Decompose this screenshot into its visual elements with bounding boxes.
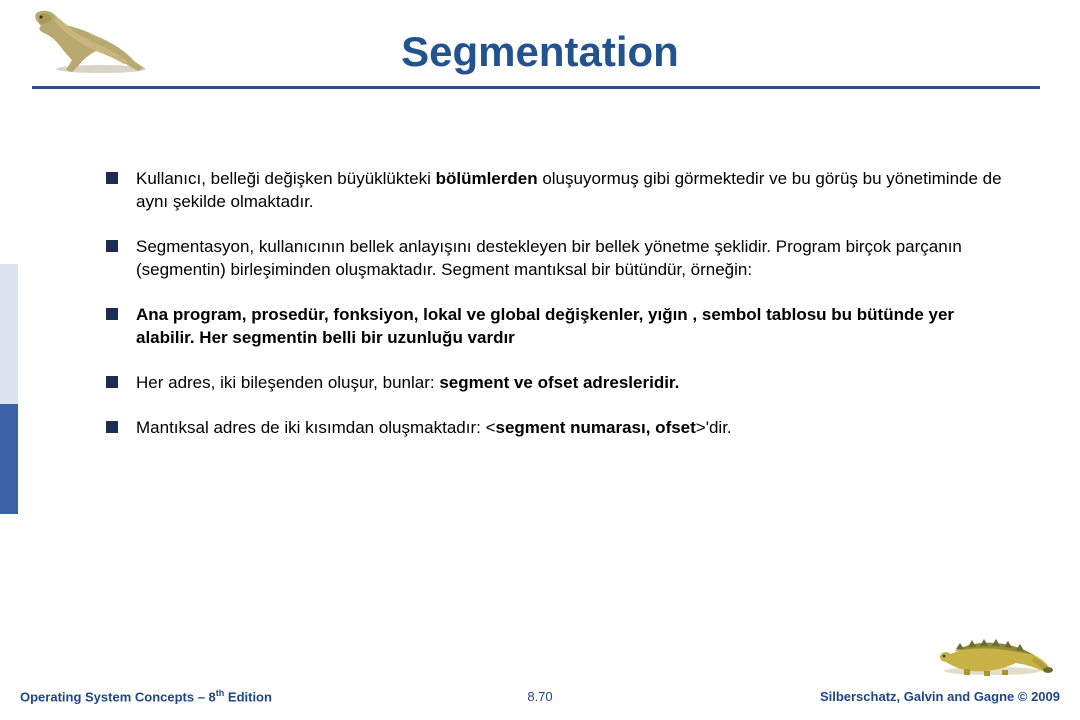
- bullet-text: Kullanıcı, belleği değişken büyüklükteki…: [136, 169, 1002, 211]
- slide-content: Kullanıcı, belleği değişken büyüklükteki…: [106, 168, 1006, 462]
- bullet-square-icon: [106, 240, 118, 252]
- bullet-square-icon: [106, 376, 118, 388]
- bullet-item: Her adres, iki bileşenden oluşur, bunlar…: [106, 372, 1006, 395]
- bullet-text: Mantıksal adres de iki kısımdan oluşmakt…: [136, 418, 732, 437]
- dinosaur-footer-icon: [934, 621, 1054, 682]
- bullet-item: Ana program, prosedür, fonksiyon, lokal …: [106, 304, 1006, 350]
- bullet-text: Her adres, iki bileşenden oluşur, bunlar…: [136, 373, 679, 392]
- slide-title: Segmentation: [0, 28, 1080, 76]
- bullet-item: Segmentasyon, kullanıcının bellek anlayı…: [106, 236, 1006, 282]
- footer-right: Silberschatz, Galvin and Gagne © 2009: [820, 689, 1060, 704]
- bullet-square-icon: [106, 172, 118, 184]
- bullet-item: Mantıksal adres de iki kısımdan oluşmakt…: [106, 417, 1006, 440]
- bullet-text: Segmentasyon, kullanıcının bellek anlayı…: [136, 237, 962, 279]
- slide: Segmentation Kullanıcı, belleği değişken…: [0, 0, 1080, 720]
- bullet-square-icon: [106, 308, 118, 320]
- bullet-item: Kullanıcı, belleği değişken büyüklükteki…: [106, 168, 1006, 214]
- side-strip-dark: [0, 404, 18, 514]
- side-strip-light: [0, 264, 18, 404]
- bullet-square-icon: [106, 421, 118, 433]
- left-side-accent: [0, 264, 18, 514]
- bullet-text: Ana program, prosedür, fonksiyon, lokal …: [136, 305, 954, 347]
- title-underline: [32, 86, 1040, 89]
